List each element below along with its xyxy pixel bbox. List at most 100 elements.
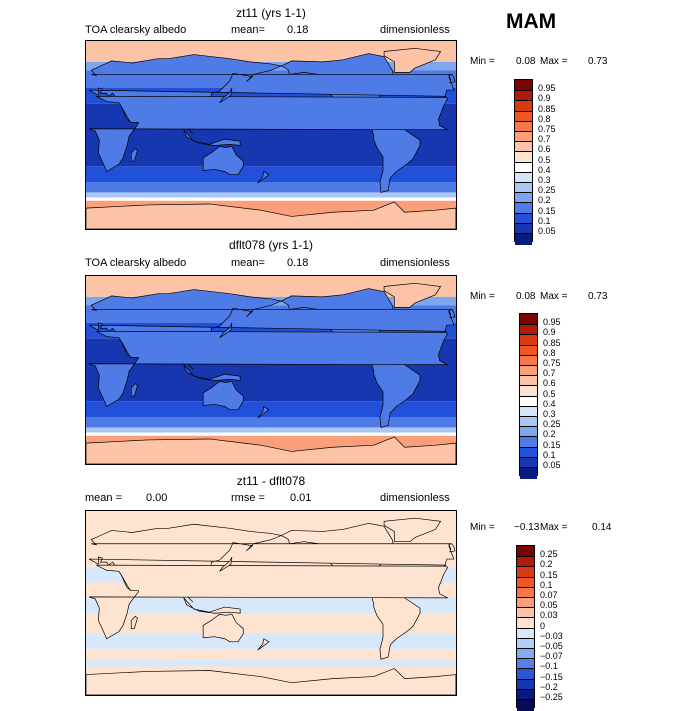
colorbar-swatch-strip [516, 545, 535, 711]
colorbar-tick-label: 0.15 [538, 205, 556, 216]
colorbar-swatch-strip [514, 79, 533, 245]
colorbar-tick-label: −0.1 [540, 661, 558, 672]
colorbar-tick-label: 0.05 [543, 460, 561, 470]
panel-2-mean-label: mean= [231, 257, 265, 269]
coastline-uk [448, 309, 456, 319]
panel-3-rmse-value: 0.01 [290, 492, 312, 504]
colorbar-swatch [517, 597, 534, 609]
colorbar-tick-label: −0.2 [540, 681, 558, 692]
panel-1-variable-label: TOA clearsky albedo [85, 24, 187, 36]
colorbar-tick-label: 0.25 [540, 549, 558, 560]
colorbar-tick-label: 0.7 [543, 368, 556, 379]
colorbar-tick-label: 0.75 [538, 124, 556, 134]
coastline-greenland [383, 47, 442, 73]
colorbar-tick-label: 0.3 [538, 175, 551, 185]
colorbar-swatch [520, 456, 537, 469]
season-label: MAM [506, 10, 557, 33]
albedo-band [86, 166, 456, 182]
colorbar-tick-label: 0.1 [538, 215, 551, 226]
panel-3-units-label: dimensionless [380, 492, 450, 504]
albedo-band [86, 192, 456, 198]
panel-2-units-label: dimensionless [380, 257, 450, 269]
colorbar-swatch [515, 100, 532, 113]
panel-3-min-label: Min = [470, 522, 495, 533]
albedo-band [86, 659, 456, 667]
colorbar-swatch [520, 344, 537, 357]
coastline-antarctica [86, 668, 456, 695]
colorbar-tick-label: 0.15 [543, 439, 561, 450]
colorbar-swatch [520, 467, 537, 479]
colorbar-swatch [517, 678, 534, 691]
colorbar-swatch [517, 617, 534, 630]
colorbar-swatch [517, 607, 534, 619]
coastline-africa [88, 95, 449, 173]
colorbar-tick-label: −0.25 [540, 692, 563, 702]
colorbar-tick-label: 0.8 [538, 113, 551, 124]
map-canvas [86, 41, 456, 229]
panel-2-max-label: Max = [540, 291, 568, 302]
colorbar-tick-label: 0.85 [543, 337, 561, 348]
coastline-madagascar [130, 383, 138, 397]
colorbar-tick-label: 0.03 [540, 610, 558, 621]
panel-3-max-value: 0.14 [592, 522, 612, 533]
coastline-indonesia [183, 597, 241, 614]
panel-1-mean-value: 0.18 [287, 24, 309, 36]
colorbar-swatch [517, 576, 534, 589]
colorbar-tick-label: 0.07 [540, 590, 558, 600]
colorbar-tick-label: 0.25 [543, 419, 561, 430]
panel-3-rmse-label: rmse = [231, 492, 265, 504]
colorbar-swatch [520, 446, 537, 459]
colorbar-tick-label: −0.15 [540, 671, 563, 682]
colorbar-swatch [520, 324, 537, 336]
colorbar-swatch [517, 637, 534, 650]
albedo-band [86, 417, 456, 428]
albedo-band [86, 432, 456, 436]
colorbar-swatch [520, 365, 537, 377]
colorbar-swatch [515, 192, 532, 204]
colorbar-tick-label: 0.85 [538, 103, 556, 114]
albedo-band [86, 427, 456, 433]
colorbar-swatch [517, 668, 534, 681]
panel-3-mean-value: 0.00 [146, 492, 168, 504]
colorbar-tick-label: 0.15 [540, 569, 558, 580]
colorbar-swatch [517, 556, 534, 568]
colorbar-swatch [517, 546, 534, 557]
albedo-band [86, 197, 456, 201]
panel-1-min-label: Min = [470, 56, 495, 67]
colorbar-tick-label: 0.2 [540, 559, 553, 570]
colorbar-swatch [517, 627, 534, 640]
colorbar-swatch [515, 110, 532, 123]
coastline-madagascar [130, 615, 138, 629]
colorbar-swatch [515, 90, 532, 102]
colorbar-swatch [520, 385, 537, 398]
coastline-greenland [383, 517, 442, 543]
panel-2-min-label: Min = [470, 291, 495, 302]
panel-1-units-label: dimensionless [380, 24, 450, 36]
colorbar-swatch [520, 436, 537, 449]
colorbar-swatch [515, 233, 532, 245]
colorbar-tick-label: 0.8 [543, 347, 556, 358]
coastline-nz [257, 638, 270, 651]
colorbar-swatch [515, 151, 532, 164]
panel-3-min-value: −0.13 [514, 522, 540, 533]
coastline-australia [202, 146, 244, 176]
coastline-madagascar [130, 148, 138, 162]
colorbar-swatch [515, 171, 532, 184]
colorbar-tick-label: 0.2 [538, 195, 551, 206]
panel-1-map [85, 40, 457, 230]
coastline-indonesia [183, 364, 241, 381]
albedo-band [86, 633, 456, 649]
colorbar-swatch [517, 658, 534, 670]
colorbar-tick-label: 0.5 [538, 154, 551, 165]
coastline-nz [257, 170, 270, 184]
colorbar-tick-label: 0.6 [538, 144, 551, 155]
panel-1-mean-label: mean= [231, 24, 265, 36]
colorbar-tick-label: 0.95 [538, 83, 556, 94]
colorbar-tick-label: 0.3 [543, 409, 556, 419]
colorbar-swatch [515, 131, 532, 143]
panel-2-variable-label: TOA clearsky albedo [85, 257, 187, 269]
coastline-africa [88, 564, 449, 640]
coastline-africa [88, 330, 449, 408]
colorbar-tick-label: 0.05 [538, 226, 556, 236]
colorbar-swatch [515, 202, 532, 215]
